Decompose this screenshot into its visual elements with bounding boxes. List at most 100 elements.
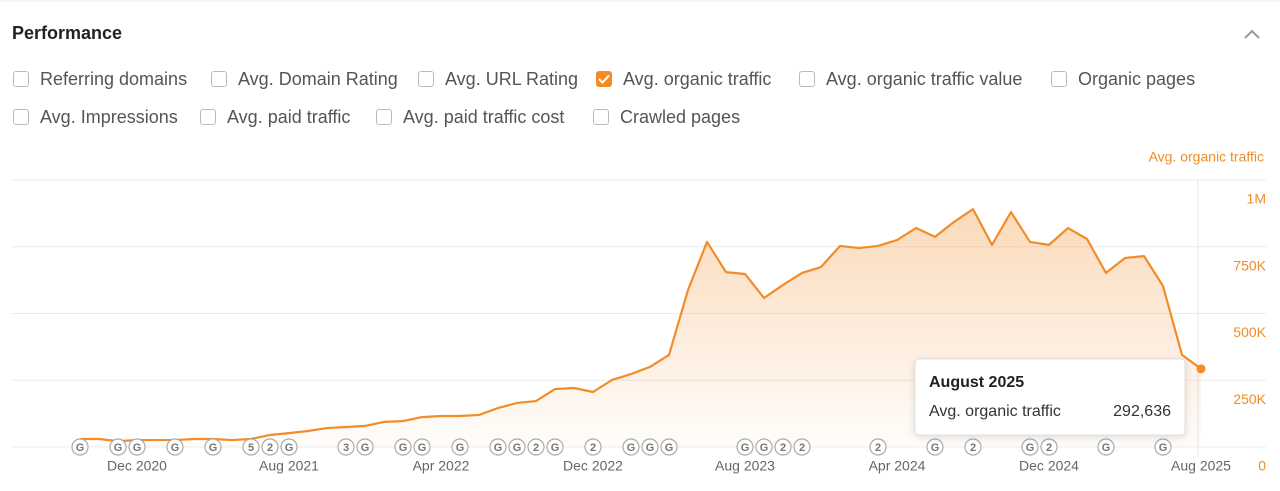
event-marker-label: 2 (799, 442, 805, 454)
event-marker-label: G (1026, 442, 1035, 454)
x-tick-label: Aug 2023 (715, 458, 775, 474)
event-marker (413, 438, 431, 456)
event-marker-label: G (114, 442, 123, 454)
x-tick-label: Dec 2024 (1019, 458, 1079, 474)
event-marker-label: 2 (875, 442, 881, 454)
checkbox-box[interactable] (13, 109, 29, 125)
event-marker (1154, 438, 1172, 456)
event-marker (1097, 438, 1115, 456)
checkbox-box[interactable] (13, 71, 29, 87)
checkbox-box[interactable] (418, 71, 434, 87)
event-marker-label: G (209, 442, 218, 454)
y-tick-label: 250K (1233, 391, 1266, 407)
event-marker-label: 2 (970, 442, 976, 454)
checkbox-label: Referring domains (40, 68, 188, 89)
y-axis-label: Avg. organic traffic (1149, 149, 1264, 165)
checkbox[interactable]: Referring domains (13, 67, 187, 91)
event-marker-label: 2 (267, 442, 273, 454)
event-marker (774, 438, 792, 456)
checkbox[interactable]: Avg. organic traffic value (799, 67, 1022, 91)
checkbox-box[interactable] (211, 71, 227, 87)
event-marker (128, 438, 146, 456)
checkbox-box[interactable] (593, 109, 609, 125)
event-marker-label: G (361, 442, 370, 454)
x-tick-label: Apr 2022 (413, 458, 470, 474)
checkbox-label: Crawled pages (620, 106, 741, 127)
event-marker (71, 438, 89, 456)
event-marker (204, 438, 222, 456)
event-marker (755, 438, 773, 456)
checkbox-label: Organic pages (1078, 68, 1196, 89)
line (80, 208, 1202, 443)
event-marker (926, 438, 944, 456)
event-marker (261, 438, 279, 456)
checkbox-box[interactable] (200, 109, 216, 125)
checkbox-label: Avg. organic traffic (623, 68, 772, 89)
event-marker (1040, 438, 1058, 456)
event-marker-label: 2 (590, 442, 596, 454)
event-marker-label: G (760, 442, 769, 454)
tooltip-value: 292,636 (1113, 403, 1171, 420)
check-icon (598, 74, 610, 84)
x-tick-label: Aug 2025 (1171, 458, 1231, 474)
event-marker (242, 438, 260, 456)
event-marker (280, 438, 298, 456)
event-marker (451, 438, 469, 456)
event-marker (546, 438, 564, 456)
checkbox-label: Avg. Impressions (40, 106, 178, 127)
event-marker-label: G (646, 442, 655, 454)
checkbox-box[interactable] (596, 71, 612, 87)
tooltip-title: August 2025 (929, 374, 1024, 391)
event-marker (337, 438, 355, 456)
event-marker-label: G (741, 442, 750, 454)
event-marker-label: G (931, 442, 940, 454)
checkbox-label: Avg. organic traffic value (826, 68, 1023, 89)
event-marker-label: G (171, 442, 180, 454)
event-marker (793, 438, 811, 456)
event-marker (869, 438, 887, 456)
event-marker (1021, 438, 1039, 456)
event-marker-label: G (418, 442, 427, 454)
event-marker (508, 438, 526, 456)
event-marker-label: G (627, 442, 636, 454)
x-tick-label: Aug 2021 (259, 458, 319, 474)
event-marker-label: G (665, 442, 674, 454)
event-marker (394, 438, 412, 456)
event-marker-label: G (513, 442, 522, 454)
event-marker (527, 438, 545, 456)
checkbox[interactable]: Organic pages (1051, 67, 1195, 91)
checkbox-box[interactable] (799, 71, 815, 87)
x-tick-label: Dec 2022 (563, 458, 623, 474)
event-marker (641, 438, 659, 456)
checkbox-box[interactable] (1051, 71, 1067, 87)
y-tick-label: 750K (1233, 257, 1266, 273)
event-marker-label: G (1102, 442, 1111, 454)
collapse-icon[interactable] (1244, 29, 1260, 39)
event-marker-label: G (456, 442, 465, 454)
tooltip-label: Avg. organic traffic (929, 403, 1061, 420)
checkbox-box[interactable] (376, 109, 392, 125)
event-marker-label: G (551, 442, 560, 454)
event-marker (109, 438, 127, 456)
y-tick-label: 1M (1247, 191, 1266, 207)
checkbox-label: Avg. URL Rating (445, 68, 579, 89)
checkbox[interactable]: Avg. paid traffic cost (376, 105, 564, 129)
checkbox[interactable]: Crawled pages (593, 105, 740, 129)
checkbox[interactable]: Avg. paid traffic (200, 105, 350, 129)
x-tick-label: Apr 2024 (869, 458, 926, 474)
checkbox[interactable]: Avg. organic traffic (596, 67, 771, 91)
checkbox-label: Avg. paid traffic cost (403, 106, 565, 127)
event-marker-label: G (285, 442, 294, 454)
event-marker (356, 438, 374, 456)
event-marker (736, 438, 754, 456)
event-marker (964, 438, 982, 456)
event-marker-label: G (399, 442, 408, 454)
checkbox[interactable]: Avg. Impressions (13, 105, 178, 129)
panel-title: Performance (12, 23, 122, 43)
checkbox[interactable]: Avg. URL Rating (418, 67, 578, 91)
checkbox[interactable]: Avg. Domain Rating (211, 67, 398, 91)
checkbox-label: Avg. Domain Rating (238, 68, 398, 89)
event-marker (660, 438, 678, 456)
